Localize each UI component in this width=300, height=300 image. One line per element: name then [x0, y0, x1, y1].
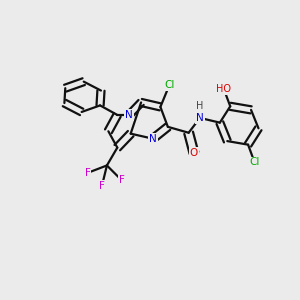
Text: N: N [125, 110, 133, 120]
Text: F: F [99, 181, 105, 191]
Text: F: F [85, 168, 91, 178]
Text: F: F [119, 175, 125, 185]
Text: O: O [190, 148, 198, 158]
Text: N: N [196, 113, 204, 123]
Text: Cl: Cl [249, 158, 260, 167]
Text: Cl: Cl [164, 80, 175, 90]
Text: H: H [196, 101, 204, 111]
Text: N: N [149, 134, 157, 144]
Text: HO: HO [216, 84, 231, 94]
